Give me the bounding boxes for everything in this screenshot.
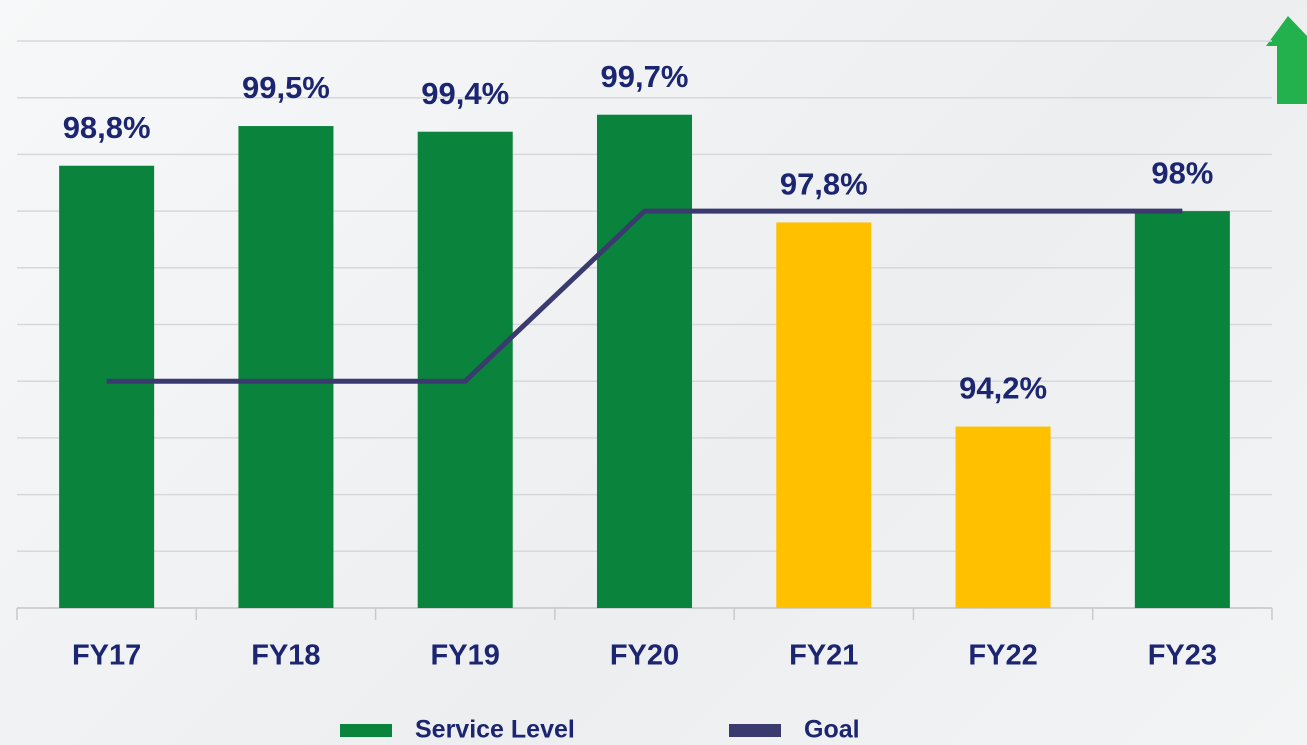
legend-swatch xyxy=(340,724,392,737)
x-tick-label: FY21 xyxy=(789,640,858,672)
bar xyxy=(596,114,693,609)
bar xyxy=(1134,211,1230,608)
x-tick-label: FY18 xyxy=(251,640,320,672)
data-label: 99,4% xyxy=(421,76,509,111)
x-tick-label: FY22 xyxy=(968,640,1037,672)
x-tick-label: FY20 xyxy=(610,640,679,672)
x-tick-label: FY17 xyxy=(72,640,141,672)
x-tick-label: FY23 xyxy=(1148,640,1217,672)
data-label: 97,8% xyxy=(780,167,868,202)
legend-label: Service Level xyxy=(415,716,575,744)
bar xyxy=(238,126,334,609)
bar xyxy=(417,131,513,608)
data-label: 98,8% xyxy=(63,110,151,145)
legend-swatch xyxy=(729,724,781,737)
legend-label: Goal xyxy=(804,716,860,744)
data-label: 94,2% xyxy=(959,371,1047,406)
up-arrow xyxy=(1266,16,1307,104)
bar xyxy=(59,165,155,609)
data-label: 99,5% xyxy=(242,70,330,105)
data-label: 98% xyxy=(1151,155,1213,190)
goal-line xyxy=(106,208,1183,384)
x-tick-label: FY19 xyxy=(431,640,500,672)
bar xyxy=(776,222,872,608)
bar xyxy=(955,426,1051,608)
data-label: 99,7% xyxy=(601,59,689,94)
